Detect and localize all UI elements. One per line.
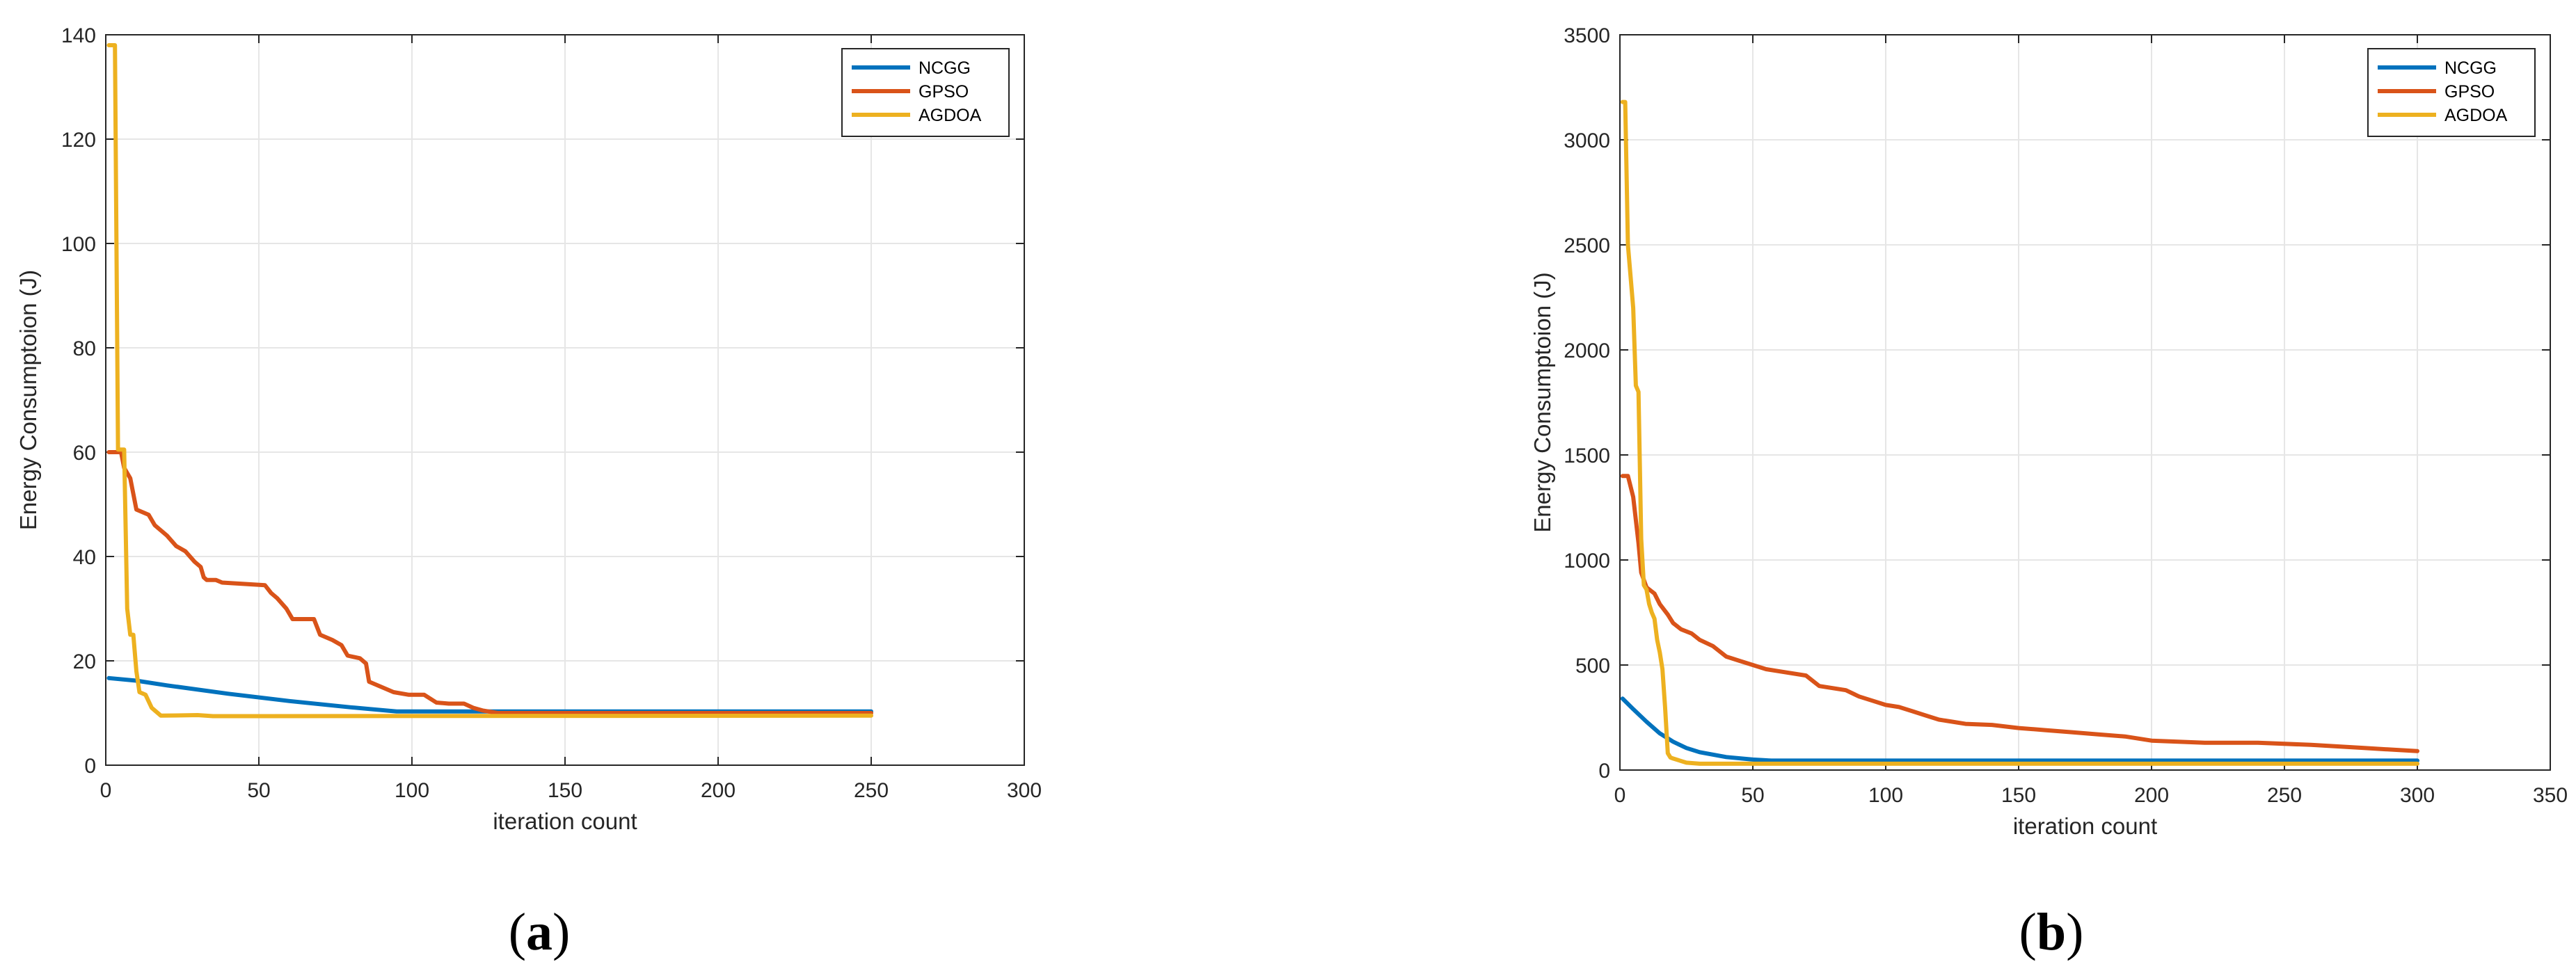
y-tick-label: 3500 — [1564, 24, 1610, 47]
y-tick-label: 2000 — [1564, 339, 1610, 362]
x-tick-label: 250 — [2267, 784, 2302, 807]
series-line-agdoa — [106, 43, 873, 719]
legend: NCGG GPSO AGDOA — [2367, 48, 2536, 137]
x-tick-label: 250 — [854, 779, 889, 802]
y-tick-label: 0 — [84, 755, 96, 778]
series-line-agdoa — [1620, 99, 2419, 766]
y-tick-label: 20 — [73, 650, 96, 673]
grid-lines — [105, 34, 1025, 766]
series-line-gpso — [1620, 474, 2419, 753]
panel-label-letter: a — [526, 903, 552, 961]
chart-panel-b: 0 50 100 150 200 250 300 350 0 500 1000 1500 2000 25… — [1529, 24, 2568, 961]
y-tick-label: 2500 — [1564, 234, 1610, 257]
panel-label-open: ( — [2019, 903, 2037, 961]
series-lines — [1620, 99, 2419, 766]
y-axis-label: Energy Consumptoion (J) — [1529, 272, 1555, 532]
x-tick-label: 0 — [100, 779, 112, 802]
x-axis-label: iteration count — [2013, 813, 2157, 839]
legend-entry-label: NCGG — [919, 58, 971, 78]
series-lines — [106, 43, 873, 719]
x-tick-label: 50 — [1741, 784, 1764, 807]
y-tick-label: 1000 — [1564, 550, 1610, 572]
y-tick-label: 60 — [73, 442, 96, 465]
legend: NCGG GPSO AGDOA — [841, 48, 1010, 137]
x-tick-label: 350 — [2533, 784, 2568, 807]
axes — [105, 34, 1025, 766]
legend-entry-label: GPSO — [919, 82, 969, 102]
axes-box — [1619, 34, 2551, 771]
panel-label: (a) — [509, 903, 571, 961]
x-tick-label: 300 — [2400, 784, 2435, 807]
y-tick-label: 120 — [61, 129, 96, 152]
x-tick-label: 150 — [2001, 784, 2036, 807]
y-tick-label: 3000 — [1564, 129, 1610, 152]
x-tick-label: 100 — [395, 779, 429, 802]
y-tick-label: 0 — [1598, 760, 1610, 783]
y-tick-label: 140 — [61, 24, 96, 47]
legend-entry-label: AGDOA — [2444, 106, 2508, 125]
panel-label-letter: b — [2037, 903, 2066, 961]
series-line-ncgg — [1620, 696, 2419, 763]
y-axis-label: Energy Consumptoion (J) — [15, 270, 41, 530]
chart-panel-a: 0 50 100 150 200 250 300 0 20 40 60 80 100 120 140 it… — [15, 24, 1042, 961]
y-tick-label: 500 — [1575, 655, 1610, 678]
y-tick-label: 80 — [73, 337, 96, 360]
y-tick-labels: 0 500 1000 1500 2000 2500 3000 3500 — [1564, 24, 1610, 783]
legend-entry-label: NCGG — [2444, 58, 2497, 78]
y-tick-label: 100 — [61, 233, 96, 256]
x-tick-label: 0 — [1614, 784, 1626, 807]
series-line-gpso — [106, 450, 873, 715]
y-tick-label: 40 — [73, 546, 96, 569]
x-tick-labels: 0 50 100 150 200 250 300 350 — [1614, 784, 2568, 807]
legend-entry-label: GPSO — [2444, 82, 2495, 102]
x-axis-label: iteration count — [493, 808, 637, 834]
x-tick-label: 300 — [1007, 779, 1042, 802]
x-tick-label: 200 — [2134, 784, 2169, 807]
axes — [1619, 34, 2551, 771]
panel-label-close: ) — [552, 903, 570, 961]
legend-entry-label: AGDOA — [919, 106, 982, 125]
x-tick-labels: 0 50 100 150 200 250 300 — [100, 779, 1042, 802]
panel-label-close: ) — [2066, 903, 2083, 961]
panel-label: (b) — [2019, 903, 2084, 961]
y-tick-labels: 0 20 40 60 80 100 120 140 — [61, 24, 96, 778]
x-tick-label: 150 — [548, 779, 582, 802]
y-tick-label: 1500 — [1564, 445, 1610, 467]
x-tick-label: 50 — [247, 779, 270, 802]
panel-label-open: ( — [509, 903, 526, 961]
x-tick-label: 200 — [701, 779, 736, 802]
x-tick-label: 100 — [1868, 784, 1903, 807]
